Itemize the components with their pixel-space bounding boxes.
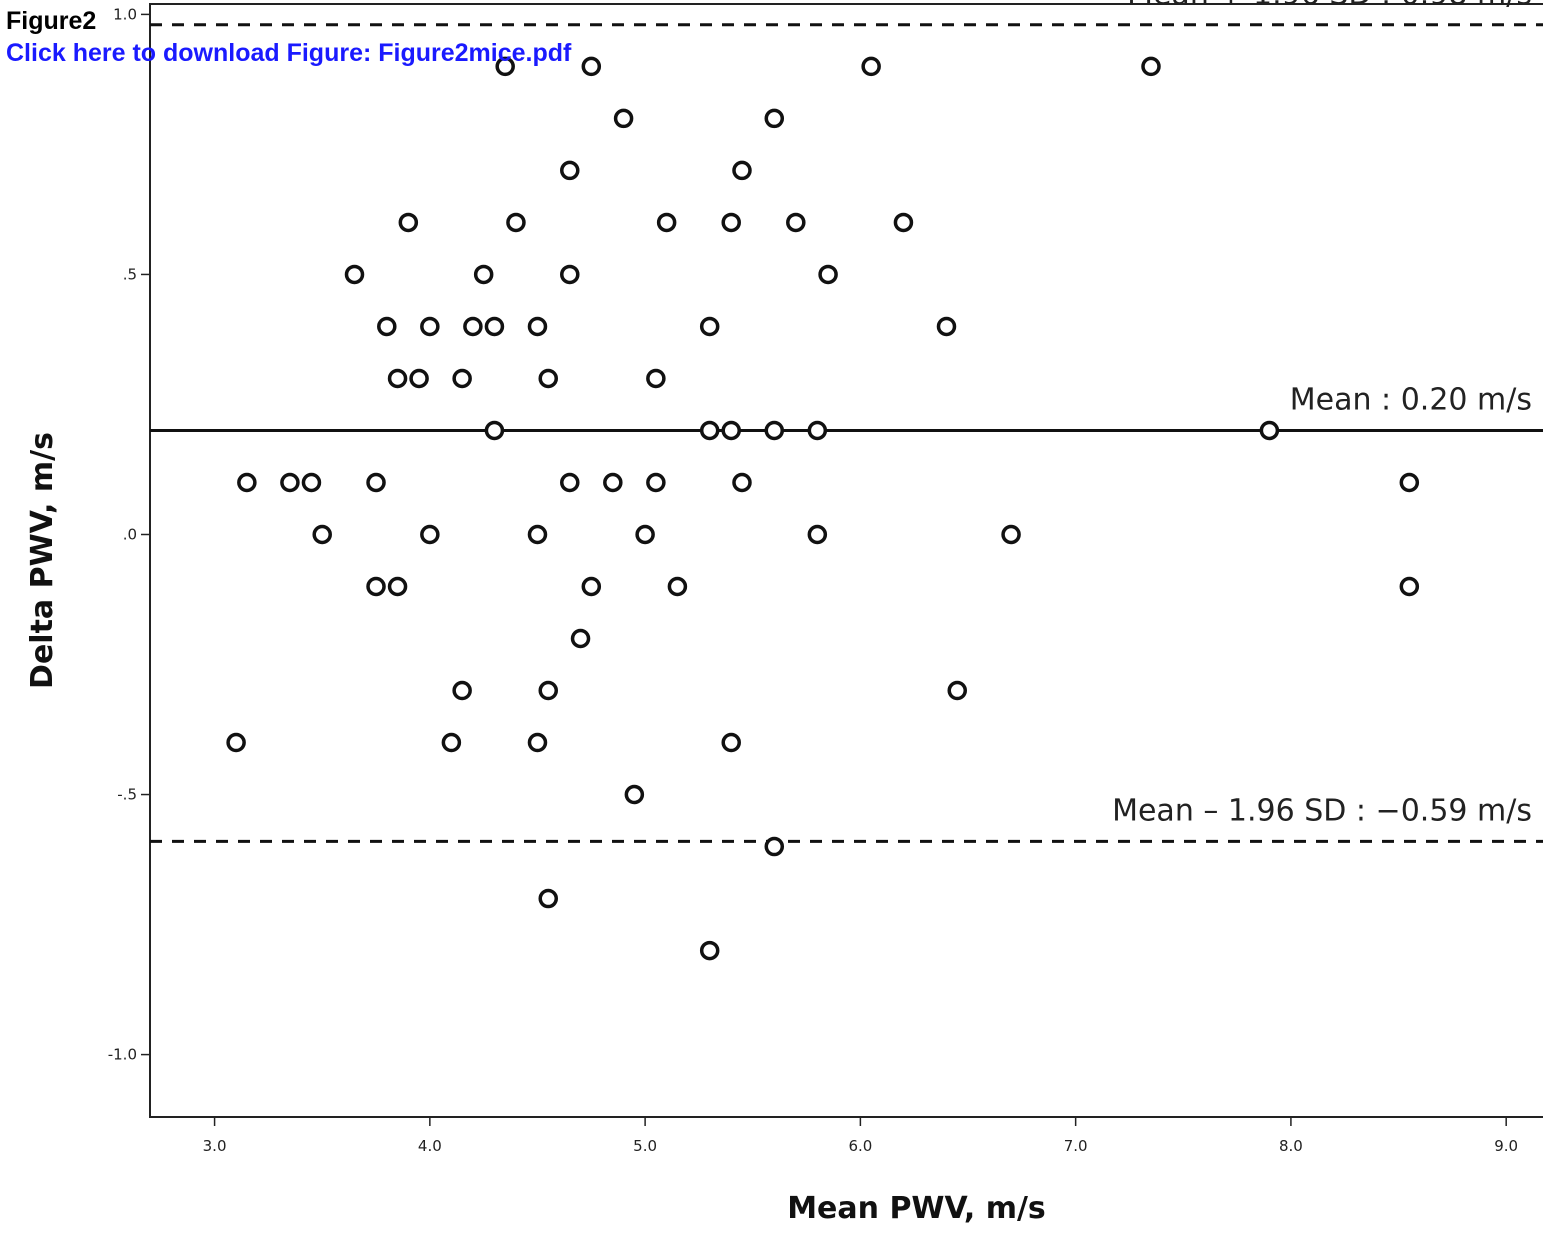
data-point-47	[527, 524, 548, 545]
x-tick-label-0: 3.0	[203, 1137, 227, 1155]
data-point-61	[441, 732, 462, 753]
plot-area: 1.0 .5 .0 -.5 -1.0 3.0 4.0 5.0 6.0 7.0 8.0 9.0 Mean …	[25, 0, 1543, 1226]
data-point-38	[301, 472, 322, 493]
data-point-41	[603, 472, 623, 493]
data-point-56	[570, 628, 591, 649]
data-point-64	[624, 784, 645, 805]
data-point-9	[506, 212, 526, 233]
data-point-67	[699, 940, 720, 961]
y-tick-label-3: -.5	[117, 786, 137, 804]
download-figure-link[interactable]: Click here to download Figure: Figure2mi…	[6, 39, 572, 67]
data-point-57	[452, 680, 472, 701]
x-tick-label-4: 7.0	[1064, 1137, 1088, 1155]
data-point-6	[560, 160, 580, 181]
data-point-59	[947, 680, 968, 701]
x-tick-label-2: 5.0	[633, 1137, 657, 1155]
data-point-14	[344, 264, 365, 285]
data-point-43	[732, 472, 752, 493]
data-point-21	[484, 316, 505, 337]
data-point-8	[398, 212, 419, 233]
data-point-20	[463, 316, 483, 337]
y-tick-label-0: 1.0	[113, 5, 137, 23]
y-axis-title: Delta PWV, m/s	[25, 432, 60, 689]
data-point-66	[538, 888, 558, 909]
figure-label: Figure2	[6, 6, 101, 36]
data-point-23	[699, 316, 720, 337]
data-point-50	[1001, 524, 1021, 545]
x-tick-label-6: 9.0	[1494, 1137, 1518, 1155]
data-point-22	[527, 316, 548, 337]
data-point-40	[560, 472, 580, 493]
data-point-51	[366, 576, 386, 597]
data-point-15	[473, 264, 494, 285]
data-point-34	[807, 420, 828, 441]
data-point-27	[452, 368, 472, 389]
x-tick-label-5: 8.0	[1279, 1137, 1303, 1155]
data-point-18	[377, 316, 397, 337]
data-point-48	[635, 524, 655, 545]
y-tick-label-4: -1.0	[108, 1046, 137, 1064]
data-point-1	[581, 56, 602, 77]
data-point-2	[861, 56, 881, 77]
data-point-17	[818, 264, 838, 285]
data-point-39	[366, 472, 386, 493]
data-point-19	[420, 316, 440, 337]
data-point-12	[786, 212, 806, 233]
data-point-16	[560, 264, 580, 285]
data-point-29	[646, 368, 666, 389]
data-point-37	[280, 472, 300, 493]
data-point-60	[226, 732, 246, 753]
data-point-10	[656, 212, 677, 233]
data-point-54	[667, 576, 688, 597]
x-tick-label-1: 4.0	[418, 1137, 442, 1155]
data-point-11	[721, 212, 741, 233]
x-axis-title: Mean PWV, m/s	[787, 1191, 1046, 1226]
data-point-65	[764, 836, 785, 857]
data-point-44	[1399, 472, 1420, 493]
data-point-32	[721, 420, 741, 441]
y-tick-label-2: .0	[123, 525, 137, 543]
data-point-49	[807, 524, 828, 545]
data-point-7	[732, 160, 752, 181]
data-point-46	[420, 524, 440, 545]
page-header: Figure2 Click here to download Figure: F…	[6, 6, 571, 68]
data-point-33	[764, 420, 785, 441]
data-point-26	[409, 368, 429, 389]
plot-frame	[149, 3, 1543, 1118]
data-point-0	[495, 56, 515, 77]
data-point-55	[1399, 576, 1420, 597]
data-point-36	[237, 472, 257, 493]
data-point-62	[527, 732, 548, 753]
data-point-35	[1259, 420, 1280, 441]
data-point-52	[387, 576, 408, 597]
reference-label-2: Mean – 1.96 SD : −0.59 m/s	[1112, 793, 1532, 828]
data-point-42	[646, 472, 666, 493]
data-point-45	[312, 524, 332, 545]
x-tick-label-3: 6.0	[848, 1137, 872, 1155]
data-point-24	[936, 316, 957, 337]
reference-label-1: Mean : 0.20 m/s	[1290, 382, 1532, 417]
data-point-5	[764, 108, 785, 129]
data-point-13	[893, 212, 914, 233]
data-point-63	[721, 732, 741, 753]
data-point-53	[581, 576, 602, 597]
reference-label-0: Mean + 1.96 SD : 0.98 m/s	[1127, 0, 1532, 12]
data-point-25	[387, 368, 408, 389]
data-point-30	[484, 420, 505, 441]
data-point-31	[699, 420, 720, 441]
data-point-28	[538, 368, 558, 389]
data-point-4	[613, 108, 634, 129]
data-point-3	[1141, 56, 1161, 77]
y-tick-label-1: .5	[123, 265, 137, 283]
data-point-58	[538, 680, 558, 701]
